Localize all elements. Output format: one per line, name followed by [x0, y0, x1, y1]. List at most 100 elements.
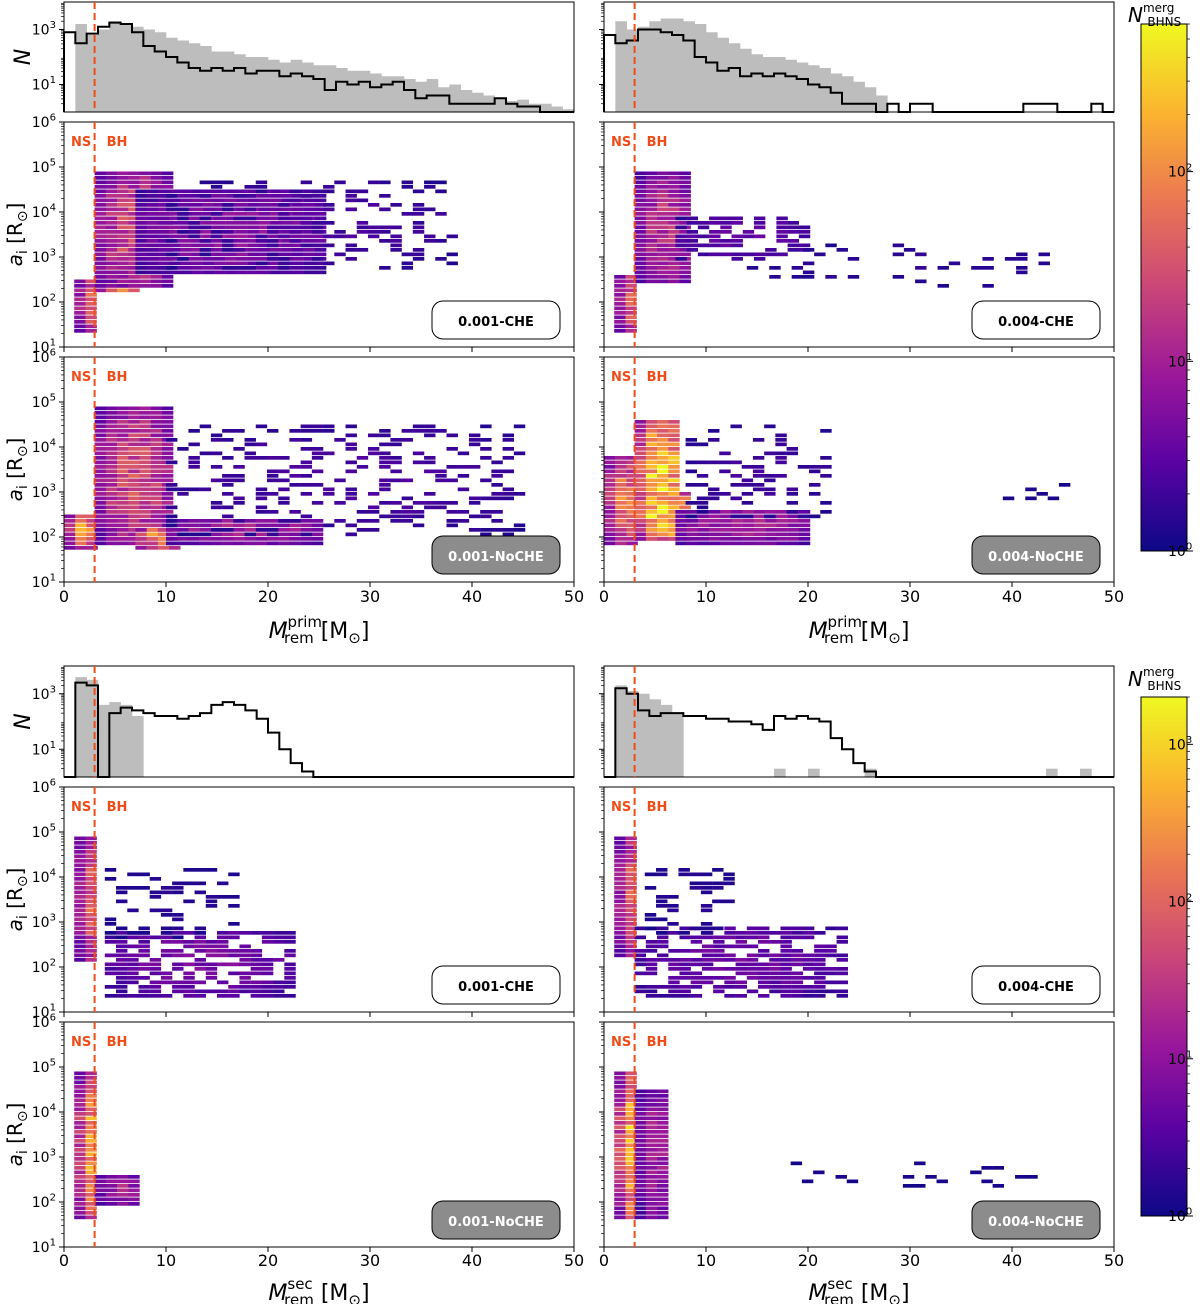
heatmap-cell [244, 266, 256, 270]
model-label: 0.004-CHE [998, 315, 1074, 330]
heatmap-cell [255, 487, 268, 492]
heatmap-cell [222, 243, 234, 248]
heatmap-cell [700, 904, 713, 908]
heatmap-cell [801, 1179, 814, 1184]
heatmap-cell [697, 225, 710, 230]
hist-bar [336, 68, 348, 112]
heatmap-cell [625, 904, 637, 908]
heatmap-cell [273, 980, 285, 985]
heatmap-cell [117, 1179, 129, 1184]
heatmap-cell [689, 926, 702, 931]
heatmap-cell [161, 496, 174, 501]
heatmap-cell [679, 270, 691, 275]
heatmap-cell [157, 248, 170, 252]
heatmap-cell [117, 257, 129, 261]
heatmap-cell [625, 863, 637, 868]
heatmap-cell [446, 261, 458, 266]
heatmap-cell [634, 469, 647, 474]
heatmap-cell [668, 456, 680, 460]
heatmap-cell [236, 221, 248, 225]
heatmap-cell [657, 1116, 669, 1121]
heatmap-cell [769, 971, 781, 976]
heatmap-cell [379, 433, 391, 438]
heatmap-cell [258, 243, 271, 248]
heatmap-cell [266, 429, 279, 433]
heatmap-cell [412, 252, 425, 257]
heatmap-cell [657, 523, 669, 528]
heatmap-cell [150, 411, 163, 415]
heatmap-cell [712, 881, 724, 886]
heatmap-cell [753, 252, 766, 257]
heatmap-cell [345, 496, 357, 501]
heatmap-cell [724, 944, 736, 949]
heatmap-cell [139, 406, 151, 411]
heatmap-cell [146, 528, 159, 532]
heatmap-cell [150, 474, 163, 478]
heatmap-cell [150, 185, 163, 189]
heatmap-cell [127, 994, 139, 998]
heatmap-cell [787, 230, 800, 234]
heatmap-cell [105, 194, 118, 198]
heatmap-cell [345, 442, 357, 447]
heatmap-cell [128, 239, 140, 243]
heatmap-cell [334, 519, 346, 523]
heatmap-cell [390, 510, 402, 514]
heatmap-cell [150, 447, 163, 451]
heatmap-cell [311, 532, 324, 537]
heatmap-cell [701, 935, 714, 940]
heatmap-cell [135, 261, 147, 266]
heatmap-cell [657, 1188, 669, 1193]
heatmap-cell [199, 252, 212, 257]
heatmap-cell [614, 1071, 626, 1076]
heatmap-cell [94, 1188, 107, 1193]
heatmap-cell [412, 230, 425, 234]
heatmap-cell [334, 438, 346, 442]
heatmap-cell [261, 962, 274, 967]
heatmap-cell [105, 451, 118, 456]
heatmap-cell [128, 252, 140, 257]
histogram-panel [59, 1, 575, 113]
heatmap-cell [645, 279, 658, 284]
heatmap-cell [94, 284, 107, 288]
heatmap-cell [202, 266, 215, 270]
heatmap-cell [626, 460, 638, 465]
heatmap-cell [645, 198, 658, 203]
heatmap-cell [798, 532, 811, 537]
heatmap-cell [199, 487, 212, 492]
heatmap-cell [85, 1125, 97, 1130]
heatmap-cell [303, 261, 316, 266]
heatmap-cell [634, 460, 647, 465]
heatmap-cell [116, 976, 128, 980]
heatmap-cell [188, 230, 200, 234]
heatmap-cell [225, 225, 237, 230]
heatmap-cell [791, 275, 804, 279]
heatmap-cell [686, 523, 699, 528]
ai-ytick-label: 101 [32, 573, 56, 591]
heatmap-cell [634, 1121, 647, 1125]
heatmap-cell [645, 940, 658, 944]
heatmap-cell [172, 940, 184, 944]
heatmap-cell [634, 221, 647, 225]
heatmap-cell [615, 478, 627, 483]
heatmap-cell [836, 980, 848, 985]
heatmap-cell [604, 528, 616, 532]
heatmap-cell [356, 230, 369, 234]
heatmap-cell [634, 1139, 647, 1143]
heatmap-cell [657, 505, 669, 510]
hist-bar [660, 704, 673, 777]
heatmap-cell [85, 895, 97, 899]
heatmap-cell [146, 212, 159, 216]
heatmap-cell [150, 406, 163, 411]
heatmap-cell [94, 505, 107, 510]
heatmap-cell [356, 456, 369, 460]
heatmap-cell [435, 257, 447, 261]
heatmap-cell [244, 438, 256, 442]
heatmap-cell [787, 528, 800, 532]
heatmap-cell [85, 899, 97, 904]
heatmap-cell [75, 537, 87, 541]
heatmap-cell [753, 528, 766, 532]
xtick-label: 0 [59, 587, 69, 606]
heatmap-cell [780, 976, 792, 980]
heatmap-cell [105, 279, 118, 284]
heatmap-cell [802, 931, 815, 935]
